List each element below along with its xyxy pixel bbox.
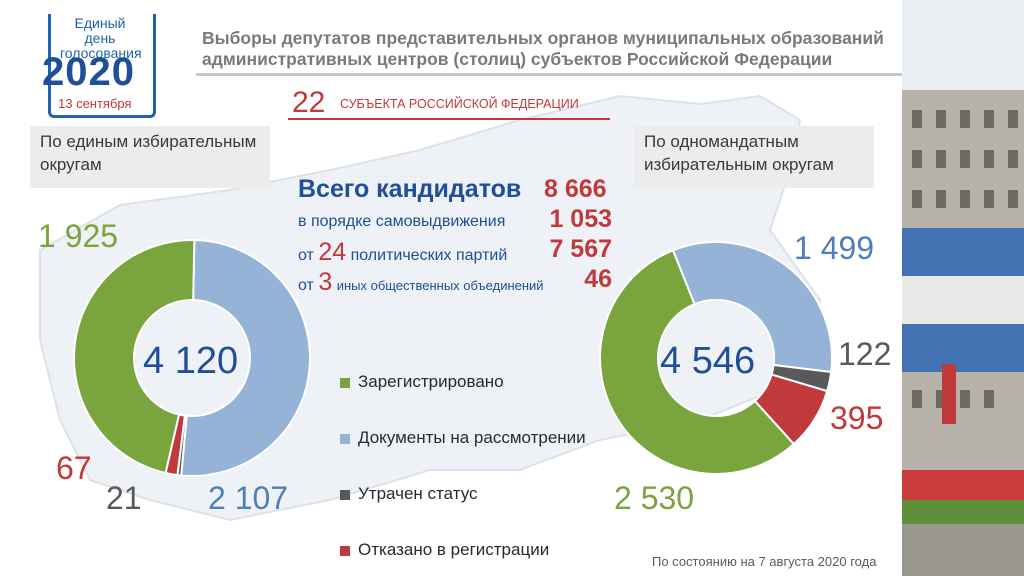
parties-label: политических партий [350,247,508,264]
title-divider [196,73,902,76]
logo-year: 2020 [42,50,135,94]
right-registered-value: 2 530 [614,480,695,516]
total-candidates-value: 8 666 [544,175,607,203]
page-title: Выборы депутатов представительных органо… [202,28,884,69]
legend-swatch-lost [340,489,350,500]
right-donut-total: 4 546 [660,340,756,382]
legend-item-refused: Отказано в регистрации [340,540,549,560]
left-lost-value: 21 [106,480,142,516]
legend-swatch-registered [340,377,350,388]
donut-left-slice-review [180,239,311,477]
legend-item-lost: Утрачен статус [340,484,478,504]
self-nominated-value: 1 053 [549,205,612,233]
parties-count: 24 [318,238,347,266]
legend-label-registered: Зарегистрировано [358,372,504,391]
legend-label-lost: Утрачен статус [358,484,478,503]
orgs-label: иных общественных объединений [336,278,544,293]
right-chart-label: По одномандатным избирательным округам [634,126,874,188]
subjects-count-banner: 22 СУБЪЕКТА РОССИЙСКОЙ ФЕДЕРАЦИИ [288,86,610,120]
left-refused-value: 67 [56,450,92,486]
left-review-value: 2 107 [208,480,289,516]
orgs-row: от 3 иных общественных объединений [298,268,544,297]
logo-date: 13 сентября [58,96,132,111]
election-day-logo: Единый день голосования 2020 13 сентября [36,14,168,118]
legend-label-refused: Отказано в регистрации [358,540,550,559]
logo-frame [48,14,156,118]
legend-item-registered: Зарегистрировано [340,372,504,392]
right-lost-value: 122 [838,336,892,372]
donut-right-slice-registered [599,248,796,475]
self-nominated-label: в порядке самовыдвижения [298,213,506,230]
subjects-label: СУБЪЕКТА РОССИЙСКОЙ ФЕДЕРАЦИИ [340,97,579,111]
donut-left-slice-registered [73,239,196,475]
total-candidates-heading: Всего кандидатов [298,175,522,203]
orgs-value: 46 [584,265,612,293]
parties-row: от 24 политических партий [298,238,507,267]
legend-item-review: Документы на рассмотрении [340,428,586,448]
left-registered-value: 1 925 [38,218,119,254]
orgs-prefix: от [298,277,314,294]
donut-right-slice-review [671,241,833,374]
orgs-count: 3 [318,268,333,296]
right-review-value: 1 499 [794,230,875,266]
logo-caption: Единый день голосования [60,15,142,61]
parties-prefix: от [298,247,314,264]
left-donut-total: 4 120 [143,340,239,382]
right-refused-value: 395 [830,400,884,436]
date-footnote: По состоянию на 7 августа 2020 года [652,554,877,569]
legend-swatch-refused [340,545,350,556]
state-duma-building-photo [902,0,1024,576]
legend-swatch-review [340,433,350,444]
subjects-count: 22 [292,86,326,119]
parties-value: 7 567 [549,235,612,263]
legend-label-review: Документы на рассмотрении [358,428,586,447]
left-chart-label: По единым избирательным округам [30,126,270,188]
